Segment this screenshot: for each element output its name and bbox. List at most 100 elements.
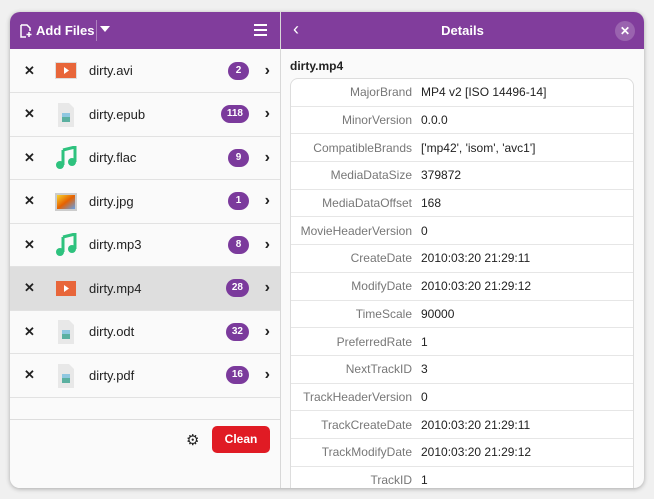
metadata-value: ['mp42', 'isom', 'avc1'] xyxy=(421,140,536,155)
metadata-count-badge: 8 xyxy=(228,235,249,254)
metadata-key: MediaDataSize xyxy=(330,168,412,183)
metadata-key: ModifyDate xyxy=(351,279,412,294)
file-row[interactable]: ✕ dirty.pdf 16 › xyxy=(10,354,280,398)
divider xyxy=(96,20,97,41)
file-list: ✕ dirty.avi 2 › ✕ dirty.epub 118 › ✕ dirty… xyxy=(10,49,280,488)
metadata-row: MinorVersion 0.0.0 xyxy=(291,107,633,135)
file-name: dirty.mp3 xyxy=(89,237,142,252)
remove-icon[interactable]: ✕ xyxy=(24,323,35,339)
video-file-icon xyxy=(55,59,77,83)
details-pane: dirty.mp4 MajorBrand MP4 v2 [ISO 14496-14… xyxy=(281,49,644,488)
remove-icon[interactable]: ✕ xyxy=(24,193,35,208)
metadata-row: TrackModifyDate 2010:03:20 21:29:12 xyxy=(291,439,633,467)
file-row[interactable]: ✕ dirty.jpg 1 › xyxy=(10,180,280,224)
metadata-key: TrackModifyDate xyxy=(321,445,412,460)
file-name: dirty.odt xyxy=(89,324,135,339)
metadata-row: MediaDataSize 379872 xyxy=(291,162,633,190)
metadata-value: 90000 xyxy=(421,306,455,321)
metadata-row: TimeScale 90000 xyxy=(291,301,633,329)
metadata-key: NextTrackID xyxy=(345,362,412,377)
metadata-key: MinorVersion xyxy=(341,113,412,128)
chevron-right-icon[interactable]: › xyxy=(264,235,270,253)
metadata-key: MovieHeaderVersion xyxy=(300,223,412,238)
chevron-right-icon[interactable]: › xyxy=(264,148,270,166)
metadata-value: 2010:03:20 21:29:12 xyxy=(421,279,532,294)
metadata-value: 2010:03:20 21:29:11 xyxy=(421,251,531,266)
metadata-key: TrackCreateDate xyxy=(321,417,412,432)
image-file-icon xyxy=(55,190,77,214)
metadata-key: TrackHeaderVersion xyxy=(303,389,412,404)
chevron-right-icon[interactable]: › xyxy=(264,366,270,383)
file-name: dirty.mp4 xyxy=(89,280,142,296)
metadata-key: MediaDataOffset xyxy=(322,196,412,211)
back-chevron-icon[interactable]: ‹ xyxy=(293,19,299,39)
video-file-icon xyxy=(55,277,77,301)
metadata-row: TrackID 1 xyxy=(291,467,633,488)
remove-icon[interactable]: ✕ xyxy=(24,236,35,252)
metadata-value: 0 xyxy=(421,223,428,238)
metadata-key: CreateDate xyxy=(350,251,412,266)
metadata-count-badge: 32 xyxy=(225,322,249,341)
file-name: dirty.flac xyxy=(89,150,137,165)
metadata-value: 0 xyxy=(421,389,428,404)
metadata-value: 2010:03:20 21:29:11 xyxy=(421,417,531,432)
file-row[interactable]: ✕ dirty.avi 2 › xyxy=(10,49,280,93)
clean-button[interactable]: Clean xyxy=(212,426,270,453)
metadata-value: 3 xyxy=(421,362,428,377)
chevron-right-icon[interactable]: › xyxy=(264,192,270,209)
remove-icon[interactable]: ✕ xyxy=(24,106,35,121)
metadata-row: MajorBrand MP4 v2 [ISO 14496-14] xyxy=(291,79,633,107)
metadata-value: 2010:03:20 21:29:12 xyxy=(421,445,532,460)
document-file-icon xyxy=(55,102,77,127)
metadata-table: MajorBrand MP4 v2 [ISO 14496-14] MinorVers… xyxy=(290,78,634,488)
file-row[interactable]: ✕ dirty.mp3 8 › xyxy=(10,223,280,267)
metadata-row: CompatibleBrands ['mp42', 'isom', 'avc1'] xyxy=(291,134,633,163)
add-file-icon xyxy=(20,23,32,38)
chevron-right-icon[interactable]: › xyxy=(264,322,270,340)
file-row[interactable]: ✕ dirty.flac 9 › xyxy=(10,136,280,180)
file-row[interactable]: ✕ dirty.epub 118 › xyxy=(10,93,280,137)
metadata-key: PreferredRate xyxy=(336,334,412,349)
metadata-count-badge: 1 xyxy=(228,192,249,210)
metadata-key: TimeScale xyxy=(355,306,412,321)
chevron-right-icon[interactable]: › xyxy=(264,279,270,296)
metadata-count-badge: 118 xyxy=(220,105,249,123)
remove-icon[interactable]: ✕ xyxy=(24,62,35,78)
metadata-value: 0.0.0 xyxy=(421,113,448,128)
metadata-row: TrackHeaderVersion 0 xyxy=(291,384,633,412)
file-row[interactable]: ✕ dirty.mp4 28 › xyxy=(10,266,280,311)
file-name: dirty.jpg xyxy=(89,193,134,209)
metadata-value: 379872 xyxy=(421,168,462,183)
file-row[interactable]: ✕ dirty.odt 32 › xyxy=(10,310,280,354)
document-file-icon xyxy=(55,320,77,344)
dropdown-arrow-icon[interactable] xyxy=(100,26,110,32)
audio-file-icon xyxy=(55,232,77,257)
metadata-row: TrackCreateDate 2010:03:20 21:29:11 xyxy=(291,411,633,439)
app-window: Add Files ‹ Details ✕ ✕ dirty.avi 2 › ✕ d… xyxy=(10,12,644,488)
remove-icon[interactable]: ✕ xyxy=(24,367,35,382)
pane-divider xyxy=(280,12,281,488)
metadata-row: CreateDate 2010:03:20 21:29:11 xyxy=(291,245,633,273)
chevron-right-icon[interactable]: › xyxy=(264,61,270,79)
metadata-count-badge: 2 xyxy=(228,61,249,80)
hamburger-menu-icon[interactable] xyxy=(254,24,267,39)
file-name: dirty.avi xyxy=(89,63,133,78)
add-files-button[interactable]: Add Files xyxy=(20,20,95,41)
close-icon[interactable]: ✕ xyxy=(615,21,635,41)
document-file-icon xyxy=(55,363,77,388)
remove-icon[interactable]: ✕ xyxy=(24,280,35,295)
header-bar: Add Files ‹ Details ✕ xyxy=(10,12,644,49)
metadata-count-badge: 9 xyxy=(228,148,249,167)
metadata-count-badge: 28 xyxy=(225,279,249,297)
metadata-key: MajorBrand xyxy=(349,85,412,100)
add-files-label: Add Files xyxy=(36,23,95,38)
metadata-value: 168 xyxy=(421,196,442,211)
metadata-row: MediaDataOffset 168 xyxy=(291,190,633,218)
gear-icon[interactable]: ⚙ xyxy=(186,432,200,449)
chevron-right-icon[interactable]: › xyxy=(264,105,270,122)
metadata-count-badge: 16 xyxy=(225,366,249,384)
metadata-row: ModifyDate 2010:03:20 21:29:12 xyxy=(291,273,633,301)
metadata-row: PreferredRate 1 xyxy=(291,328,633,356)
metadata-key: CompatibleBrands xyxy=(313,140,412,155)
remove-icon[interactable]: ✕ xyxy=(24,149,35,165)
